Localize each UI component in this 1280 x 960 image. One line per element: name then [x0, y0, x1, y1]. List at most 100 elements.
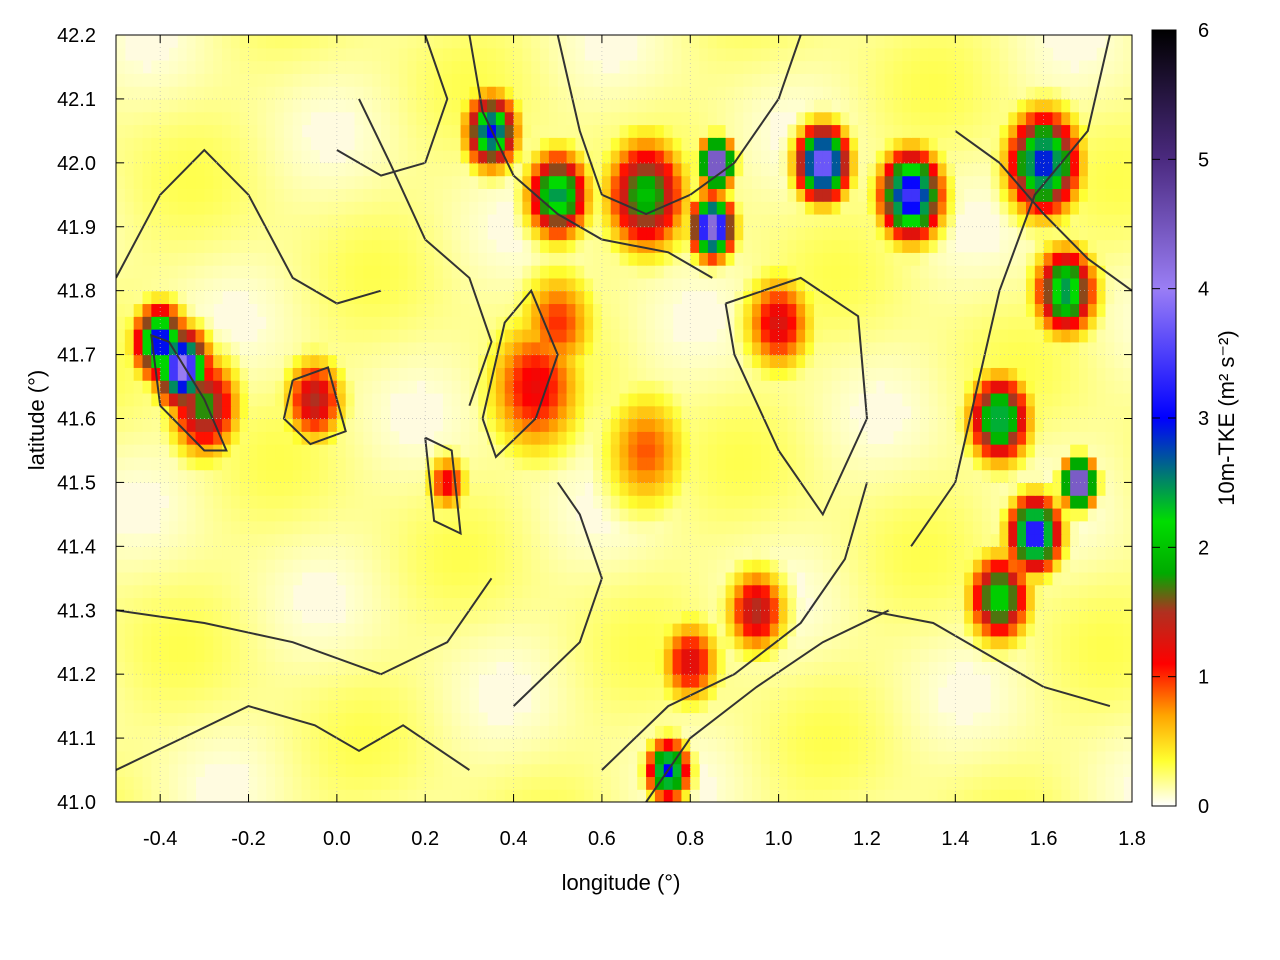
- heatmap-cell: [1070, 520, 1080, 535]
- heatmap-cell: [1061, 303, 1071, 317]
- heatmap-cell: [266, 584, 276, 599]
- heatmap-cell: [363, 444, 373, 458]
- heatmap-cell: [884, 571, 895, 586]
- heatmap-cell: [186, 635, 197, 650]
- heatmap-cell: [169, 610, 179, 624]
- heatmap-cell: [805, 610, 815, 624]
- heatmap-cell: [548, 686, 559, 701]
- heatmap-cell: [946, 226, 956, 241]
- heatmap-cell: [469, 610, 479, 624]
- heatmap-cell: [557, 265, 568, 279]
- heatmap-cell: [1008, 623, 1018, 637]
- heatmap-cell: [186, 341, 197, 356]
- heatmap-cell: [1025, 367, 1036, 381]
- heatmap-cell: [301, 712, 311, 726]
- heatmap-cell: [716, 597, 727, 611]
- heatmap-cell: [663, 290, 674, 305]
- heatmap-cell: [1061, 623, 1071, 637]
- heatmap-cell: [911, 380, 921, 394]
- heatmap-cell: [990, 495, 1001, 509]
- heatmap-cell: [1114, 418, 1124, 432]
- heatmap-cell: [540, 712, 550, 726]
- heatmap-cell: [1114, 380, 1124, 394]
- heatmap-cell: [734, 507, 744, 522]
- heatmap-cell: [822, 738, 833, 752]
- heatmap-cell: [1052, 661, 1062, 675]
- heatmap-cell: [858, 226, 868, 241]
- heatmap-cell: [566, 265, 576, 279]
- heatmap-cell: [275, 776, 285, 790]
- heatmap-cell: [1043, 303, 1054, 317]
- heatmap-cell: [522, 712, 532, 726]
- heatmap-cell: [831, 367, 842, 381]
- heatmap-cell: [699, 265, 709, 279]
- heatmap-cell: [928, 239, 939, 253]
- heatmap-cell: [363, 763, 373, 778]
- heatmap-cell: [593, 597, 603, 611]
- heatmap-cell: [646, 686, 656, 701]
- heatmap-cell: [1087, 290, 1098, 305]
- heatmap-cell: [646, 559, 656, 573]
- heatmap-cell: [619, 507, 630, 522]
- heatmap-cell: [1052, 763, 1062, 778]
- heatmap-cell: [990, 546, 1001, 560]
- heatmap-cell: [964, 559, 974, 573]
- heatmap-cell: [531, 533, 541, 547]
- heatmap-cell: [248, 712, 258, 726]
- heatmap-cell: [195, 520, 205, 535]
- heatmap-cell: [177, 456, 188, 471]
- heatmap-cell: [531, 674, 541, 688]
- heatmap-cell: [1087, 482, 1098, 496]
- heatmap-cell: [893, 699, 903, 714]
- heatmap-cell: [442, 354, 453, 368]
- heatmap-cell: [849, 648, 859, 662]
- heatmap-cell: [840, 444, 850, 458]
- heatmap-cell: [186, 610, 197, 624]
- heatmap-cell: [955, 341, 965, 356]
- heatmap-cell: [557, 444, 568, 458]
- heatmap-cell: [1025, 699, 1036, 714]
- heatmap-cell: [177, 444, 188, 458]
- heatmap-cell: [1123, 380, 1132, 394]
- heatmap-cell: [425, 635, 435, 650]
- heatmap-cell: [169, 303, 179, 317]
- heatmap-cell: [690, 546, 700, 560]
- heatmap-cell: [1052, 597, 1062, 611]
- heatmap-cell: [292, 303, 303, 317]
- heatmap-cell: [769, 405, 780, 420]
- heatmap-cell: [381, 686, 391, 701]
- heatmap-cell: [460, 674, 470, 688]
- heatmap-cell: [425, 380, 435, 394]
- heatmap-cell: [151, 418, 161, 432]
- heatmap-cell: [133, 789, 144, 802]
- heatmap-cell: [195, 418, 205, 432]
- heatmap-cell: [1114, 341, 1124, 356]
- heatmap-cell: [1078, 444, 1089, 458]
- heatmap-cell: [495, 648, 506, 662]
- heatmap-cell: [319, 674, 329, 688]
- heatmap-cell: [928, 265, 939, 279]
- heatmap-cell: [919, 367, 930, 381]
- heatmap-cell: [990, 520, 1001, 535]
- heatmap-cell: [540, 507, 550, 522]
- heatmap-cell: [133, 559, 144, 573]
- heatmap-cell: [1114, 265, 1124, 279]
- heatmap-cell: [858, 750, 868, 765]
- heatmap-cell: [310, 265, 320, 279]
- heatmap-cell: [363, 674, 373, 688]
- heatmap-cell: [372, 482, 382, 496]
- heatmap-cell: [752, 623, 762, 637]
- heatmap-cell: [389, 456, 400, 471]
- heatmap-cell: [628, 674, 638, 688]
- heatmap-cell: [381, 610, 391, 624]
- heatmap-cell: [937, 776, 948, 790]
- heatmap-cell: [875, 367, 886, 381]
- heatmap-cell: [681, 648, 691, 662]
- heatmap-cell: [1025, 303, 1036, 317]
- heatmap-cell: [840, 610, 850, 624]
- heatmap-cell: [275, 738, 285, 752]
- heatmap-cell: [725, 686, 736, 701]
- heatmap-cell: [1114, 533, 1124, 547]
- heatmap-cell: [416, 712, 426, 726]
- heatmap-cell: [478, 303, 488, 317]
